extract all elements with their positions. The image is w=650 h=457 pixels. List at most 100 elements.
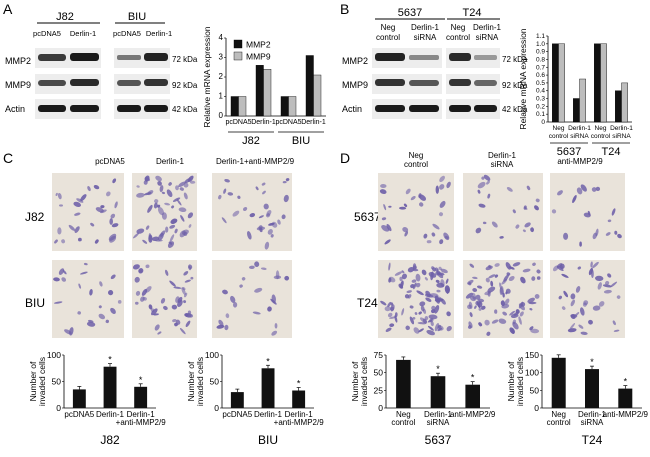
- stained-cell: [475, 294, 481, 300]
- stained-cell: [551, 209, 557, 214]
- stained-cell: [145, 286, 152, 293]
- stained-cell: [405, 188, 411, 195]
- x-tick-label: pcDNA5: [275, 119, 301, 126]
- stained-cell: [55, 192, 58, 197]
- stained-cell: [563, 232, 569, 240]
- stained-cell: [112, 178, 117, 184]
- stained-cell: [78, 237, 82, 242]
- stained-cell: [578, 324, 584, 329]
- stained-cell: [153, 202, 158, 209]
- stained-cell: [519, 311, 524, 317]
- stained-cell: [61, 277, 67, 282]
- stained-cell: [183, 300, 187, 304]
- group-label-5637: 5637: [398, 7, 422, 19]
- stained-cell: [477, 181, 486, 189]
- stained-cell: [563, 290, 569, 298]
- bar: [465, 384, 480, 408]
- stained-cell: [57, 192, 62, 200]
- blot-band: [70, 105, 99, 112]
- y-tick-label: 3: [219, 53, 224, 62]
- stained-cell: [501, 278, 508, 285]
- micrograph-image: [212, 173, 292, 251]
- stained-cell: [425, 297, 432, 302]
- chart-C-BIU: 0 50 100 pcDNA5 * Derlin-1 * Derlin-1+anti-MMP2…: [186, 350, 324, 447]
- stained-cell: [179, 327, 186, 335]
- stained-cell: [530, 227, 535, 233]
- stained-cell: [592, 261, 599, 269]
- stained-cell: [478, 307, 482, 311]
- stained-cell: [183, 231, 188, 236]
- stained-cell: [572, 194, 577, 204]
- stained-cell: [264, 241, 270, 250]
- stained-cell: [413, 327, 420, 334]
- stained-cell: [156, 204, 161, 208]
- column-label: Derlin-1+anti-MMP2/9: [216, 157, 295, 166]
- y-tick-label: 0: [541, 119, 545, 126]
- micrograph-image: [132, 260, 197, 338]
- panel-b-blot: 5637 T24 Neg control Derlin-1 siRNA Neg …: [342, 7, 528, 119]
- x-tick-label: Derlin-1: [96, 410, 125, 419]
- lane-label: siRNA: [476, 33, 499, 42]
- stained-cell: [68, 224, 76, 231]
- stained-cell: [575, 286, 581, 293]
- stained-cell: [534, 293, 540, 299]
- stained-cell: [421, 269, 427, 276]
- x-tick-label: Derlin-1: [251, 119, 276, 126]
- y-tick-label: 0.4: [536, 88, 545, 95]
- stained-cell: [508, 275, 515, 282]
- stained-cell: [506, 187, 513, 192]
- x-tick-label: control: [547, 418, 571, 427]
- stained-cell: [443, 232, 450, 241]
- stained-cell: [512, 209, 516, 214]
- stained-cell: [490, 280, 494, 287]
- stained-cell: [485, 277, 490, 283]
- y-tick-label: 0.2: [536, 103, 545, 110]
- bar: [134, 386, 148, 408]
- x-tick-label: control: [591, 133, 611, 140]
- x-tick-label: siRNA: [612, 133, 631, 140]
- bar-mmp2: [615, 90, 622, 123]
- stained-cell: [388, 277, 392, 283]
- stained-cell: [184, 178, 191, 184]
- stained-cell: [381, 217, 387, 221]
- stained-cell: [53, 301, 63, 304]
- stained-cell: [431, 232, 436, 237]
- bar: [396, 359, 411, 408]
- stained-cell: [511, 328, 515, 334]
- stained-cell: [406, 290, 412, 293]
- stained-cell: [510, 313, 519, 319]
- stained-cell: [409, 305, 414, 309]
- stained-cell: [258, 225, 263, 230]
- stained-cell: [616, 295, 621, 299]
- protein-label-mmp2: MMP2: [342, 56, 368, 66]
- stained-cell: [80, 194, 87, 202]
- stained-cell: [224, 178, 230, 183]
- stained-cell: [283, 194, 289, 203]
- y-tick-label: 50: [530, 385, 540, 395]
- stained-cell: [530, 328, 540, 334]
- stained-cell: [255, 186, 259, 191]
- stained-cell: [164, 202, 171, 206]
- stained-cell: [187, 212, 194, 219]
- stained-cell: [87, 186, 91, 192]
- bar-mmp9: [288, 96, 297, 117]
- blot-band: [70, 53, 99, 61]
- stained-cell: [522, 268, 531, 273]
- stained-cell: [249, 265, 255, 270]
- y-tick-label: 50: [210, 377, 220, 387]
- stained-cell: [440, 268, 448, 274]
- stained-cell: [602, 284, 612, 288]
- stained-cell: [135, 301, 139, 305]
- stained-cell: [431, 305, 436, 311]
- kda-label: 72 kDa: [172, 55, 198, 64]
- stained-cell: [188, 264, 193, 269]
- stained-cell: [472, 276, 478, 280]
- stained-cell: [270, 298, 277, 305]
- protein-label-mmp9: MMP9: [342, 80, 368, 90]
- stained-cell: [552, 265, 559, 272]
- stained-cell: [502, 311, 508, 316]
- bar: [551, 357, 566, 408]
- stained-cell: [136, 192, 145, 198]
